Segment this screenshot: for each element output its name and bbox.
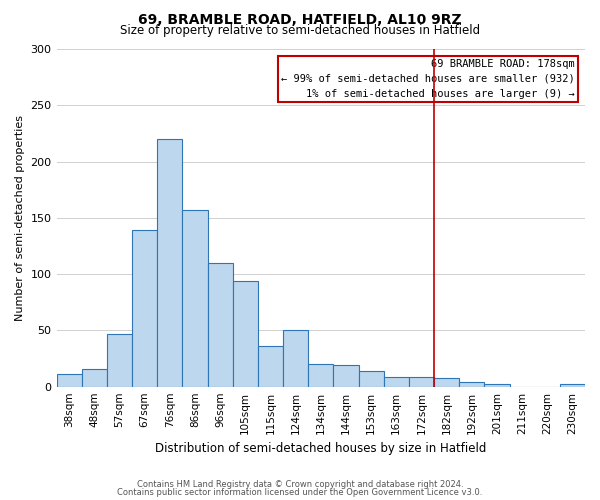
Bar [157, 139, 182, 386]
Bar [208, 263, 233, 386]
Bar [359, 371, 383, 386]
Bar [334, 366, 359, 386]
X-axis label: Distribution of semi-detached houses by size in Hatfield: Distribution of semi-detached houses by … [155, 442, 487, 455]
Bar [107, 334, 132, 386]
Bar [484, 384, 509, 386]
Bar [132, 230, 157, 386]
Bar [82, 368, 107, 386]
Bar [283, 330, 308, 386]
Bar [560, 384, 585, 386]
Bar [383, 376, 409, 386]
Bar [409, 376, 434, 386]
Text: Contains public sector information licensed under the Open Government Licence v3: Contains public sector information licen… [118, 488, 482, 497]
Bar [308, 364, 334, 386]
Bar [258, 346, 283, 387]
Bar [434, 378, 459, 386]
Y-axis label: Number of semi-detached properties: Number of semi-detached properties [15, 115, 25, 321]
Text: Contains HM Land Registry data © Crown copyright and database right 2024.: Contains HM Land Registry data © Crown c… [137, 480, 463, 489]
Text: Size of property relative to semi-detached houses in Hatfield: Size of property relative to semi-detach… [120, 24, 480, 37]
Text: 69 BRAMBLE ROAD: 178sqm
← 99% of semi-detached houses are smaller (932)
1% of se: 69 BRAMBLE ROAD: 178sqm ← 99% of semi-de… [281, 59, 574, 98]
Text: 69, BRAMBLE ROAD, HATFIELD, AL10 9RZ: 69, BRAMBLE ROAD, HATFIELD, AL10 9RZ [138, 12, 462, 26]
Bar [233, 281, 258, 386]
Bar [459, 382, 484, 386]
Bar [182, 210, 208, 386]
Bar [56, 374, 82, 386]
